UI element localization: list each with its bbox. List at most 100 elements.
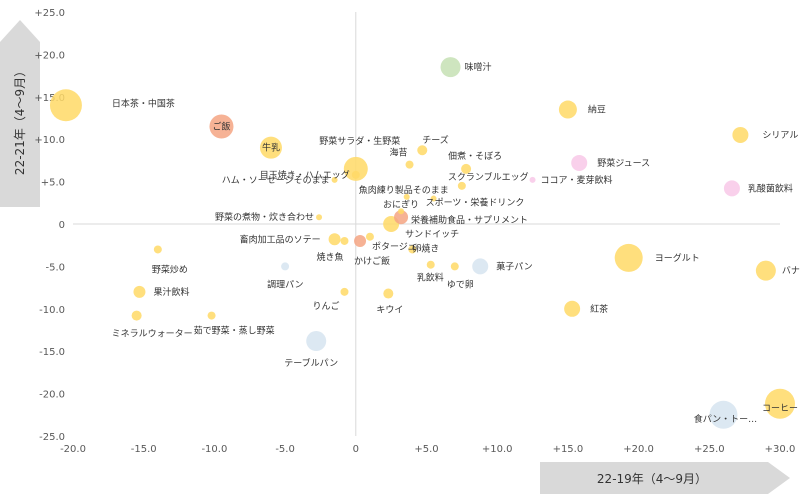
x-tick-label: +30.0	[765, 444, 796, 455]
data-point	[461, 163, 472, 174]
data-point	[405, 160, 414, 169]
point-label: サンドイッチ	[405, 229, 459, 240]
data-point	[328, 233, 341, 246]
x-tick-label: -5.0	[275, 444, 295, 455]
tick-labels: -20.0 -15.0 -10.0 -5.0 0 +5.0 +10.0 +15.0 +20.0 +…	[34, 8, 795, 455]
data-point	[383, 288, 394, 299]
data-point	[450, 262, 459, 271]
data-point	[340, 287, 349, 296]
y-tick-label: -25.0	[39, 432, 65, 443]
y-tick-label: -20.0	[39, 390, 65, 401]
point-label: テーブルパン	[284, 357, 338, 369]
data-point	[153, 245, 162, 254]
x-tick-label: 0	[353, 444, 359, 455]
point-label: 紅茶	[590, 303, 608, 315]
point-label: 乳酸菌飲料	[748, 182, 793, 194]
point-label: 目玉焼き・ハムエッグ	[260, 169, 350, 181]
data-point	[709, 400, 738, 429]
point-label: 畜肉加工品のソテー	[240, 233, 321, 245]
data-point	[529, 176, 536, 183]
point-label: 日本茶・中国茶	[112, 97, 175, 109]
y-tick-label: +10.0	[34, 135, 65, 146]
data-point	[343, 156, 368, 181]
point-label: おにぎり	[383, 198, 419, 210]
data-point	[281, 262, 290, 271]
data-point	[564, 300, 581, 317]
data-point	[755, 260, 776, 281]
x-tick-label: -10.0	[201, 444, 227, 455]
data-point	[457, 181, 466, 190]
point-label: 卵焼き	[412, 243, 439, 254]
data-point	[403, 193, 410, 200]
point-label: 野菜炒め	[152, 263, 188, 275]
point-label: 果汁飲料	[153, 286, 189, 298]
x-tick-label: +20.0	[623, 444, 654, 455]
point-labels: 日本茶・中国茶ご飯牛乳味噌汁納豆シリアル野菜ジュース乳酸菌飲料ココア・麦芽飲料野…	[112, 61, 800, 425]
point-label: 野菜の煮物・炊き合わせ	[215, 211, 314, 223]
x-axis-arrow	[540, 462, 790, 494]
point-label: チーズ	[422, 134, 449, 146]
point-label: ハム・ソーセージそのまま	[222, 175, 330, 186]
point-label: シリアル	[762, 131, 798, 141]
data-point	[732, 126, 749, 143]
data-point	[558, 100, 577, 119]
y-tick-label: -10.0	[39, 305, 65, 316]
data-point	[306, 331, 327, 352]
data-point	[209, 114, 234, 139]
point-label: 菓子パン	[496, 260, 532, 272]
point-label: 納豆	[588, 104, 606, 116]
point-label: 茹で野菜・蒸し野菜	[194, 325, 275, 337]
axis-arrows: 22-21年（4～9月） 22-19年（4～9月）	[0, 20, 790, 494]
data-point	[365, 232, 374, 241]
y-tick-label: 0	[59, 220, 65, 231]
point-label: スポーツ・栄養ドリンク	[426, 197, 525, 209]
data-point	[614, 243, 643, 272]
data-point	[207, 311, 216, 320]
point-label: キウイ	[376, 305, 403, 316]
point-label: バナナ	[782, 266, 800, 277]
point-label: 栄養補助食品・サプリメント	[411, 214, 528, 226]
data-points	[49, 57, 795, 429]
point-label: 焼き魚	[316, 251, 343, 263]
y-tick-label: +20.0	[34, 50, 65, 61]
point-label: りんご	[312, 300, 339, 312]
point-label: 味噌汁	[465, 61, 492, 73]
y-tick-label: +25.0	[34, 8, 65, 19]
data-point	[765, 388, 795, 419]
point-label: ヨーグルト	[655, 252, 700, 264]
grid-layer	[73, 12, 780, 436]
data-point	[430, 195, 437, 202]
point-label: ポタージュ…	[372, 242, 425, 253]
data-point	[472, 258, 489, 275]
point-label: 調理パン	[267, 278, 303, 290]
data-point	[354, 234, 367, 247]
point-label: ゆで卵	[447, 279, 474, 290]
y-tick-label: -15.0	[39, 347, 65, 358]
point-label: 佃煮・そぼろ	[448, 150, 502, 162]
data-point	[351, 170, 360, 179]
x-tick-label: +10.0	[482, 444, 513, 455]
x-tick-label: -15.0	[131, 444, 157, 455]
data-point	[398, 208, 405, 215]
data-point	[723, 180, 740, 197]
point-label: 牛乳	[262, 142, 280, 154]
data-point	[408, 245, 417, 254]
x-axis-title: 22-19年（4～9月）	[597, 472, 707, 486]
point-label: 海苔	[390, 147, 408, 159]
data-point	[440, 57, 461, 78]
data-point	[49, 89, 82, 122]
x-tick-label: +25.0	[694, 444, 725, 455]
point-label: 乳飲料	[417, 272, 444, 284]
data-point	[331, 176, 338, 183]
y-tick-label: -5.0	[45, 262, 65, 273]
x-tick-label: +5.0	[414, 444, 438, 455]
y-tick-label: +15.0	[34, 93, 65, 104]
point-label: ご飯	[212, 120, 230, 132]
data-point	[259, 136, 282, 159]
point-label: 食パン・トー…	[694, 413, 757, 425]
data-point	[316, 214, 323, 221]
data-point	[417, 145, 428, 156]
point-label: 魚肉練り製品そのまま	[359, 184, 449, 196]
point-label: ココア・麦芽飲料	[541, 174, 613, 186]
